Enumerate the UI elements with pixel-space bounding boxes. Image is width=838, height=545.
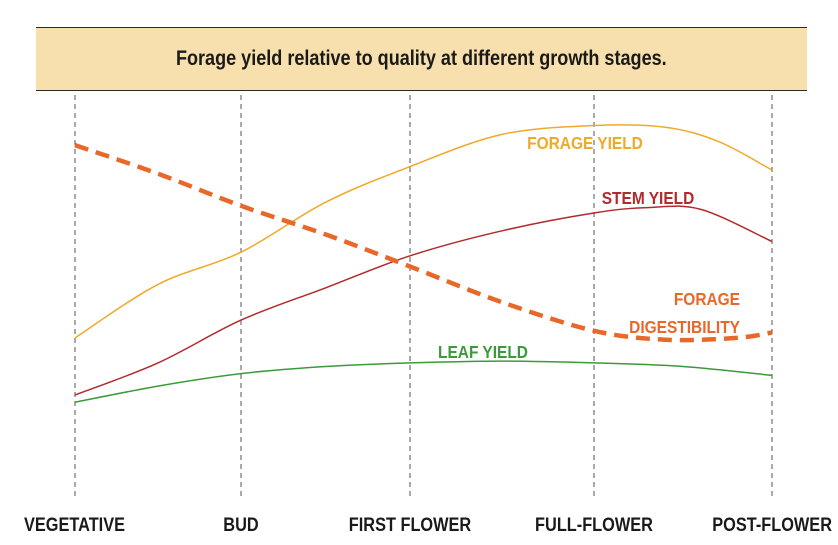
forage-digestibility-label-0: FORAGE xyxy=(674,289,740,309)
leaf-yield-line xyxy=(74,360,773,403)
chart-title: Forage yield relative to quality at diff… xyxy=(176,47,667,70)
leaf-yield-label: LEAF YIELD xyxy=(438,342,528,362)
forage-digestibility-line xyxy=(74,142,773,343)
stage-label-vegetative: VEGETATIVE xyxy=(24,514,125,535)
stage-label-bud: BUD xyxy=(223,514,259,535)
forage-yield-label: FORAGE YIELD xyxy=(527,133,643,153)
stage-label-full-flower: FULL-FLOWER xyxy=(535,514,653,535)
chart-title-band: Forage yield relative to quality at diff… xyxy=(36,27,807,91)
forage-yield-line xyxy=(74,124,773,339)
stage-label-first-flower: FIRST FLOWER xyxy=(349,514,472,535)
stem-yield-label: STEM YIELD xyxy=(602,188,695,208)
stem-yield-line xyxy=(74,205,773,396)
stage-label-post-flower: POST-FLOWER xyxy=(712,514,832,535)
forage-digestibility-label-1: DIGESTIBILITY xyxy=(629,317,740,337)
